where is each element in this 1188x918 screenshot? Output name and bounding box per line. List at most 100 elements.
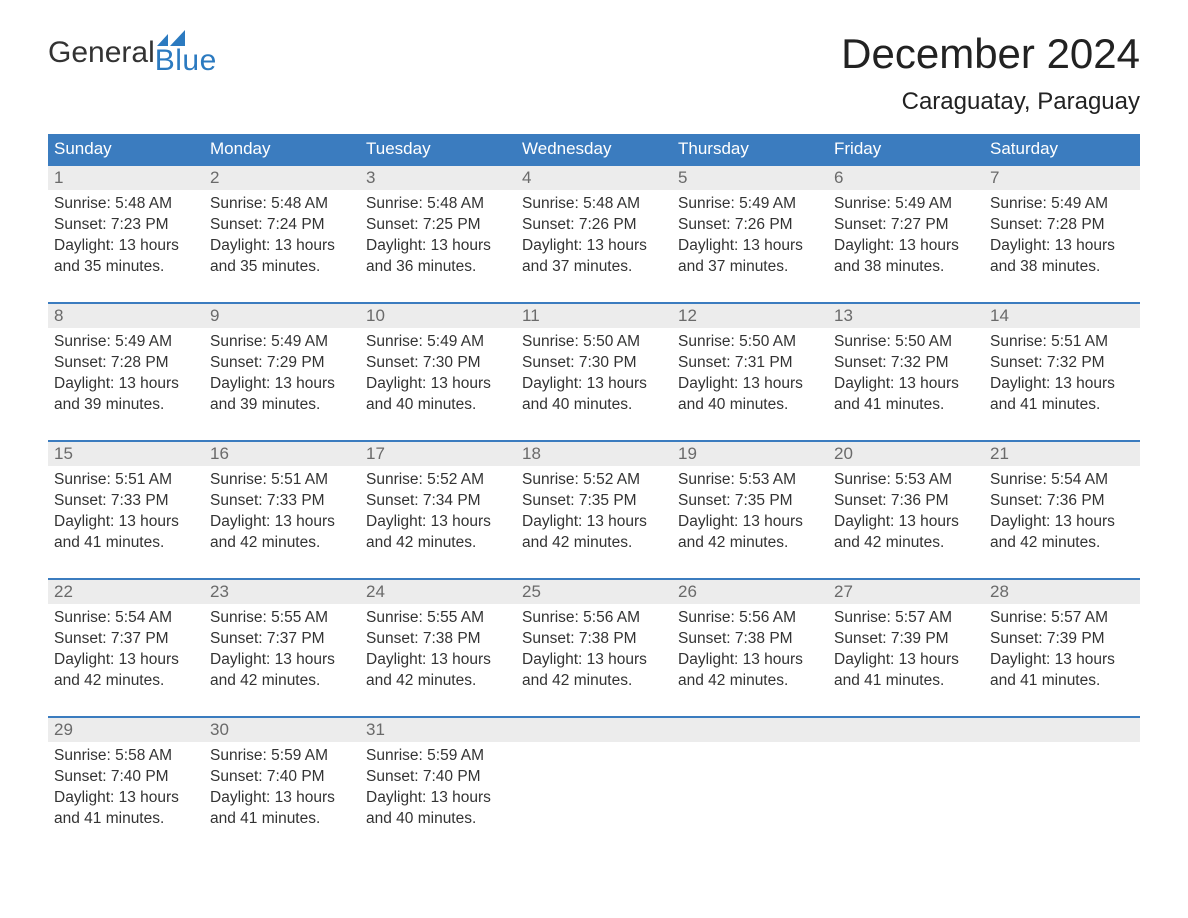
day-number: 29 — [48, 718, 204, 742]
sunrise-line: Sunrise: 5:54 AM — [54, 609, 172, 626]
day-number: 22 — [48, 580, 204, 604]
day-number: 11 — [516, 304, 672, 328]
sunset-line: Sunset: 7:27 PM — [834, 216, 949, 233]
daylight-line: Daylight: 13 hours and 41 minutes. — [990, 651, 1115, 689]
sunset-line: Sunset: 7:35 PM — [522, 492, 637, 509]
weekday-header: Monday — [204, 134, 360, 164]
day-number: 28 — [984, 580, 1140, 604]
day-number: 18 — [516, 442, 672, 466]
sunrise-line: Sunrise: 5:49 AM — [366, 333, 484, 350]
day-body: Sunrise: 5:53 AM Sunset: 7:35 PM Daylight:… — [672, 466, 828, 564]
sunrise-line: Sunrise: 5:48 AM — [54, 195, 172, 212]
sunrise-line: Sunrise: 5:49 AM — [834, 195, 952, 212]
sunrise-line: Sunrise: 5:51 AM — [210, 471, 328, 488]
sunset-line: Sunset: 7:40 PM — [210, 768, 325, 785]
sunrise-line: Sunrise: 5:51 AM — [990, 333, 1108, 350]
day-number: 12 — [672, 304, 828, 328]
day-number: 10 — [360, 304, 516, 328]
daylight-line: Daylight: 13 hours and 40 minutes. — [366, 375, 491, 413]
sunrise-line: Sunrise: 5:59 AM — [366, 747, 484, 764]
sunset-line: Sunset: 7:37 PM — [210, 630, 325, 647]
day-body — [984, 742, 1140, 840]
sunset-line: Sunset: 7:39 PM — [990, 630, 1105, 647]
daylight-line: Daylight: 13 hours and 37 minutes. — [678, 237, 803, 275]
day-body: Sunrise: 5:51 AMSunset: 7:33 PMDaylight:… — [48, 466, 204, 564]
week-row: 1234567Sunrise: 5:48 AMSunset: 7:23 PMDa… — [48, 164, 1140, 288]
daybody-row: Sunrise: 5:48 AMSunset: 7:23 PMDaylight:… — [48, 190, 1140, 288]
daylight-line: Daylight: 13 hours and 40 minutes. — [366, 789, 491, 827]
sunset-line: Sunset: 7:36 PM — [990, 492, 1105, 509]
daylight-line: Daylight: 13 hours and 41 minutes. — [834, 651, 959, 689]
sunset-line: Sunset: 7:40 PM — [366, 768, 481, 785]
day-body: Sunrise: 5:55 AMSunset: 7:37 PMDaylight:… — [204, 604, 360, 702]
weekday-header: Friday — [828, 134, 984, 164]
daylight-line: Daylight: 13 hours and 40 minutes. — [678, 375, 803, 413]
sunrise-line: Sunrise: 5:57 AM — [834, 609, 952, 626]
day-body: Sunrise: 5:49 AMSunset: 7:29 PMDaylight:… — [204, 328, 360, 426]
header: General Blue December 2024 Caraguatay, P… — [48, 30, 1140, 116]
day-number: 1 — [48, 166, 204, 190]
day-body: Sunrise: 5:52 AMSunset: 7:34 PMDaylight:… — [360, 466, 516, 564]
daylight-line: Daylight: 13 hours and 35 minutes. — [210, 237, 335, 275]
day-number: 9 — [204, 304, 360, 328]
day-number: 25 — [516, 580, 672, 604]
daylight-line: Daylight: 13 hours and 40 minutes. — [522, 375, 647, 413]
daybody-row: Sunrise: 5:54 AM Sunset: 7:37 PM Daylight:… — [48, 604, 1140, 702]
sunrise-line: Sunrise: 5:58 AM — [54, 747, 172, 764]
daylight-line: Daylight: 13 hours and 41 minutes. — [834, 375, 959, 413]
day-number: 3 — [360, 166, 516, 190]
day-number: 14 — [984, 304, 1140, 328]
day-number — [984, 718, 1140, 742]
sunset-line: Sunset: 7:34 PM — [366, 492, 481, 509]
weekday-header-row: SundayMondayTuesdayWednesdayThursdayFrid… — [48, 134, 1140, 164]
day-number: 31 — [360, 718, 516, 742]
week-row: 22232425262728Sunrise: 5:54 AMSunset: 7:… — [48, 578, 1140, 702]
weekday-header: Saturday — [984, 134, 1140, 164]
week-row: 15161718192021Sunrise: 5:51 AMSunset: 7:… — [48, 440, 1140, 564]
daylight-line: Daylight: 13 hours and 42 minutes. — [366, 651, 491, 689]
sunrise-line: Sunrise: 5:48 AM — [522, 195, 640, 212]
sunrise-line: Sunrise: 5:55 AM — [366, 609, 484, 626]
sunset-line: Sunset: 7:29 PM — [210, 354, 325, 371]
daybody-row: Sunrise: 5:51 AM Sunset: 7:33 PM Daylight:… — [48, 466, 1140, 564]
sunset-line: Sunset: 7:35 PM — [678, 492, 793, 509]
calendar: SundayMondayTuesdayWednesdayThursdayFrid… — [48, 134, 1140, 840]
day-body: Sunrise: 5:56 AMSunset: 7:38 PMDaylight:… — [516, 604, 672, 702]
sunset-line: Sunset: 7:25 PM — [366, 216, 481, 233]
sunrise-line: Sunrise: 5:50 AM — [678, 333, 796, 350]
daylight-line: Daylight: 13 hours and 42 minutes. — [990, 513, 1115, 551]
day-body — [516, 742, 672, 840]
sunrise-line: Sunrise: 5:52 AM — [366, 471, 484, 488]
day-number: 30 — [204, 718, 360, 742]
day-number: 4 — [516, 166, 672, 190]
sunset-line: Sunset: 7:30 PM — [522, 354, 637, 371]
day-body: Sunrise: 5:48 AMSunset: 7:24 PMDaylight:… — [204, 190, 360, 288]
sunrise-line: Sunrise: 5:53 AM — [678, 471, 796, 488]
week-row: 891011121314Sunrise: 5:49 AMSunset: 7:28… — [48, 302, 1140, 426]
sunrise-line: Sunrise: 5:50 AM — [522, 333, 640, 350]
sunrise-line: Sunrise: 5:56 AM — [678, 609, 796, 626]
sunset-line: Sunset: 7:39 PM — [834, 630, 949, 647]
weekday-header: Tuesday — [360, 134, 516, 164]
sunset-line: Sunset: 7:30 PM — [366, 354, 481, 371]
day-body: Sunrise: 5:48 AMSunset: 7:26 PMDaylight:… — [516, 190, 672, 288]
sunrise-line: Sunrise: 5:56 AM — [522, 609, 640, 626]
daylight-line: Daylight: 13 hours and 41 minutes. — [54, 513, 179, 551]
sunset-line: Sunset: 7:36 PM — [834, 492, 949, 509]
day-number: 6 — [828, 166, 984, 190]
sunset-line: Sunset: 7:38 PM — [522, 630, 637, 647]
sunset-line: Sunset: 7:31 PM — [678, 354, 793, 371]
daylight-line: Daylight: 13 hours and 39 minutes. — [54, 375, 179, 413]
day-number — [828, 718, 984, 742]
sunset-line: Sunset: 7:40 PM — [54, 768, 169, 785]
brand-logo: General Blue — [48, 30, 217, 76]
daylight-line: Daylight: 13 hours and 41 minutes. — [54, 789, 179, 827]
daylight-line: Daylight: 13 hours and 42 minutes. — [678, 651, 803, 689]
sunset-line: Sunset: 7:38 PM — [366, 630, 481, 647]
daynum-row: 293031 — [48, 718, 1140, 742]
day-body: Sunrise: 5:52 AMSunset: 7:35 PMDaylight:… — [516, 466, 672, 564]
sunset-line: Sunset: 7:33 PM — [210, 492, 325, 509]
day-body: Sunrise: 5:51 AMSunset: 7:32 PMDaylight:… — [984, 328, 1140, 426]
sunset-line: Sunset: 7:28 PM — [54, 354, 169, 371]
daylight-line: Daylight: 13 hours and 42 minutes. — [678, 513, 803, 551]
